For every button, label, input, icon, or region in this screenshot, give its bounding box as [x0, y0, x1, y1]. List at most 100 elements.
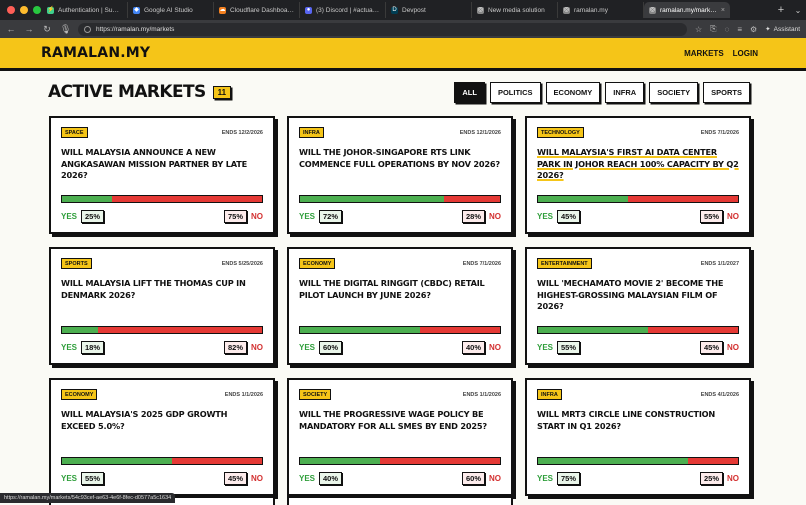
filter-sports-button[interactable]: SPORTS	[703, 81, 750, 103]
probability-bar	[61, 457, 263, 465]
filter-infra-button[interactable]: INFRA	[605, 81, 645, 103]
market-question[interactable]: WILL THE JOHOR-SINGAPORE RTS LINK COMMEN…	[299, 147, 500, 169]
no-side[interactable]: 40% NO	[461, 341, 501, 354]
tab-list-chevron-icon[interactable]: ⌄	[794, 5, 802, 15]
yes-side[interactable]: YES 55%	[537, 341, 581, 354]
filter-society-button[interactable]: SOCIETY	[649, 81, 699, 103]
browser-tab[interactable]: ◎ ramalan.my	[558, 2, 644, 18]
extensions-icon[interactable]: ◌	[724, 24, 730, 34]
no-side[interactable]: 75% NO	[223, 210, 263, 223]
no-percent: 82%	[223, 341, 247, 354]
yes-side[interactable]: YES 55%	[61, 472, 105, 485]
forward-arrow-icon[interactable]: →	[24, 24, 34, 34]
minimize-window-button[interactable]	[20, 6, 28, 14]
card-header: SOCIETY ENDS 1/1/2026	[299, 389, 501, 400]
nav-markets-link[interactable]: MARKETS	[684, 48, 724, 58]
filter-economy-button[interactable]: ECONOMY	[545, 81, 601, 103]
browser-tab[interactable]: ⚡Authentication | Supabase	[42, 2, 128, 18]
no-label: NO	[727, 212, 739, 221]
market-count-badge: 11	[212, 85, 232, 99]
filter-politics-button[interactable]: POLITICS	[489, 81, 541, 103]
settings-gear-icon[interactable]: ⚙	[750, 24, 758, 34]
nav-login-link[interactable]: LOGIN	[732, 48, 758, 58]
no-side[interactable]: 45% NO	[223, 472, 263, 485]
yes-side[interactable]: YES 40%	[299, 472, 343, 485]
site-info-icon[interactable]	[84, 25, 91, 33]
yes-label: YES	[61, 212, 78, 221]
market-question[interactable]: WILL MALAYSIA'S 2025 GDP GROWTH EXCEED 5…	[61, 409, 228, 431]
yes-side[interactable]: YES 60%	[299, 341, 343, 354]
yes-side[interactable]: YES 72%	[299, 210, 343, 223]
no-fill	[98, 327, 262, 333]
market-card[interactable]: INFRA ENDS 12/1/2026 WILL THE JOHOR-SINGAP…	[287, 116, 513, 234]
market-card[interactable]: ECONOMY ENDS 1/1/2026 WILL MALAYSIA'S 2025…	[49, 378, 275, 496]
assistant-button[interactable]: ✦ Assistant	[765, 25, 800, 34]
market-question[interactable]: WILL MALAYSIA ANNOUNCE A NEW ANGKASAWAN …	[61, 147, 248, 180]
market-question[interactable]: WILL THE DIGITAL RINGGIT (CBDC) RETAIL P…	[299, 278, 485, 300]
tab-title: Google AI Studio	[144, 6, 193, 14]
close-window-button[interactable]	[7, 6, 15, 14]
category-tag: ENTERTAINMENT	[537, 258, 592, 269]
tab-title: Cloudflare Dashboard | Ma	[230, 6, 294, 14]
market-card[interactable]: ENTERTAINMENT ENDS 1/1/2027 WILL 'MECHAMAT…	[525, 247, 751, 365]
card-header: INFRA ENDS 4/1/2026	[537, 389, 739, 400]
browser-tab[interactable]: ● (3) Discord | #actual-an	[300, 2, 386, 18]
market-card[interactable]: INFRA ENDS 4/1/2026 WILL MRT3 CIRCLE LINE …	[525, 378, 751, 496]
tab-favicon-icon: ◆	[133, 6, 140, 14]
browser-tab[interactable]: ◎ New media solution	[472, 2, 558, 18]
site-logo[interactable]: RAMALAN.MY	[41, 45, 151, 61]
browser-tab[interactable]: ☁ Cloudflare Dashboard | Ma	[214, 2, 300, 18]
market-card[interactable]: SPORTS ENDS 5/25/2026 WILL MALAYSIA LIFT T…	[49, 247, 275, 365]
card-header: SPORTS ENDS 5/25/2026	[61, 258, 263, 269]
bookmark-star-icon[interactable]: ☆	[694, 24, 703, 34]
no-side[interactable]: 55% NO	[699, 210, 739, 223]
yes-percent: 72%	[319, 210, 343, 223]
yes-fill	[538, 458, 688, 464]
end-date: ENDS 7/1/2026	[700, 129, 739, 136]
market-card-partial[interactable]	[287, 496, 513, 505]
no-side[interactable]: 28% NO	[461, 210, 501, 223]
market-question[interactable]: WILL MALAYSIA'S FIRST AI DATA CENTER PAR…	[537, 147, 739, 180]
browser-tab[interactable]: ◆ Google AI Studio	[128, 2, 214, 18]
microphone-icon[interactable]: 🎙︎	[60, 23, 72, 34]
address-bar[interactable]: https://ramalan.my/markets	[78, 22, 687, 36]
browser-tab[interactable]: D Devpost	[386, 2, 472, 18]
menu-icon[interactable]: ≡	[737, 24, 742, 34]
end-date: ENDS 7/1/2026	[462, 260, 501, 267]
market-card[interactable]: SPACE ENDS 12/2/2026 WILL MALAYSIA ANNOUNC…	[49, 116, 275, 234]
yes-side[interactable]: YES 45%	[537, 210, 581, 223]
card-header: ENTERTAINMENT ENDS 1/1/2027	[537, 258, 739, 269]
no-side[interactable]: 82% NO	[223, 341, 263, 354]
yes-side[interactable]: YES 75%	[537, 472, 581, 485]
yes-side[interactable]: YES 18%	[61, 341, 105, 354]
odds-row: YES 60% 40% NO	[299, 341, 501, 354]
new-tab-button[interactable]: +	[777, 4, 785, 16]
market-card[interactable]: ECONOMY ENDS 7/1/2026 WILL THE DIGITAL RIN…	[287, 247, 513, 365]
maximize-window-button[interactable]	[33, 6, 41, 14]
back-arrow-icon[interactable]: ←	[6, 24, 16, 34]
market-question[interactable]: WILL MRT3 CIRCLE LINE CONSTRUCTION START…	[537, 409, 716, 431]
market-question[interactable]: WILL MALAYSIA LIFT THE THOMAS CUP IN DEN…	[61, 278, 246, 300]
reload-icon[interactable]: ↻	[43, 23, 51, 34]
market-question[interactable]: WILL 'MECHAMATO MOVIE 2' BECOME THE HIGH…	[537, 278, 724, 311]
browser-tab[interactable]: ◎ ramalan.my/markets ×	[644, 2, 730, 18]
no-percent: 25%	[699, 472, 723, 485]
browser-tab-strip: ⚡Authentication | Supabase ◆ Google AI Stu…	[0, 0, 806, 20]
market-card[interactable]: TECHNOLOGY ENDS 7/1/2026 WILL MALAYSIA'S F…	[525, 116, 751, 234]
no-side[interactable]: 60% NO	[461, 472, 501, 485]
share-icon[interactable]: ⎘	[710, 24, 717, 33]
window-controls	[0, 6, 42, 14]
tab-title: Authentication | Supabase	[58, 6, 122, 14]
yes-side[interactable]: YES 25%	[61, 210, 105, 223]
no-side[interactable]: 45% NO	[699, 341, 739, 354]
no-side[interactable]: 25% NO	[699, 472, 739, 485]
category-tag: SPACE	[61, 127, 88, 138]
end-date: ENDS 12/2/2026	[221, 129, 263, 136]
market-card[interactable]: SOCIETY ENDS 1/1/2026 WILL THE PROGRESSIVE…	[287, 378, 513, 496]
tab-title: New media solution	[488, 6, 545, 14]
tab-favicon-icon: ◎	[477, 6, 484, 14]
end-date: ENDS 1/1/2026	[462, 391, 501, 398]
market-question[interactable]: WILL THE PROGRESSIVE WAGE POLICY BE MAND…	[299, 409, 487, 431]
filter-all-button[interactable]: ALL	[454, 81, 485, 103]
close-tab-icon[interactable]: ×	[720, 6, 725, 14]
